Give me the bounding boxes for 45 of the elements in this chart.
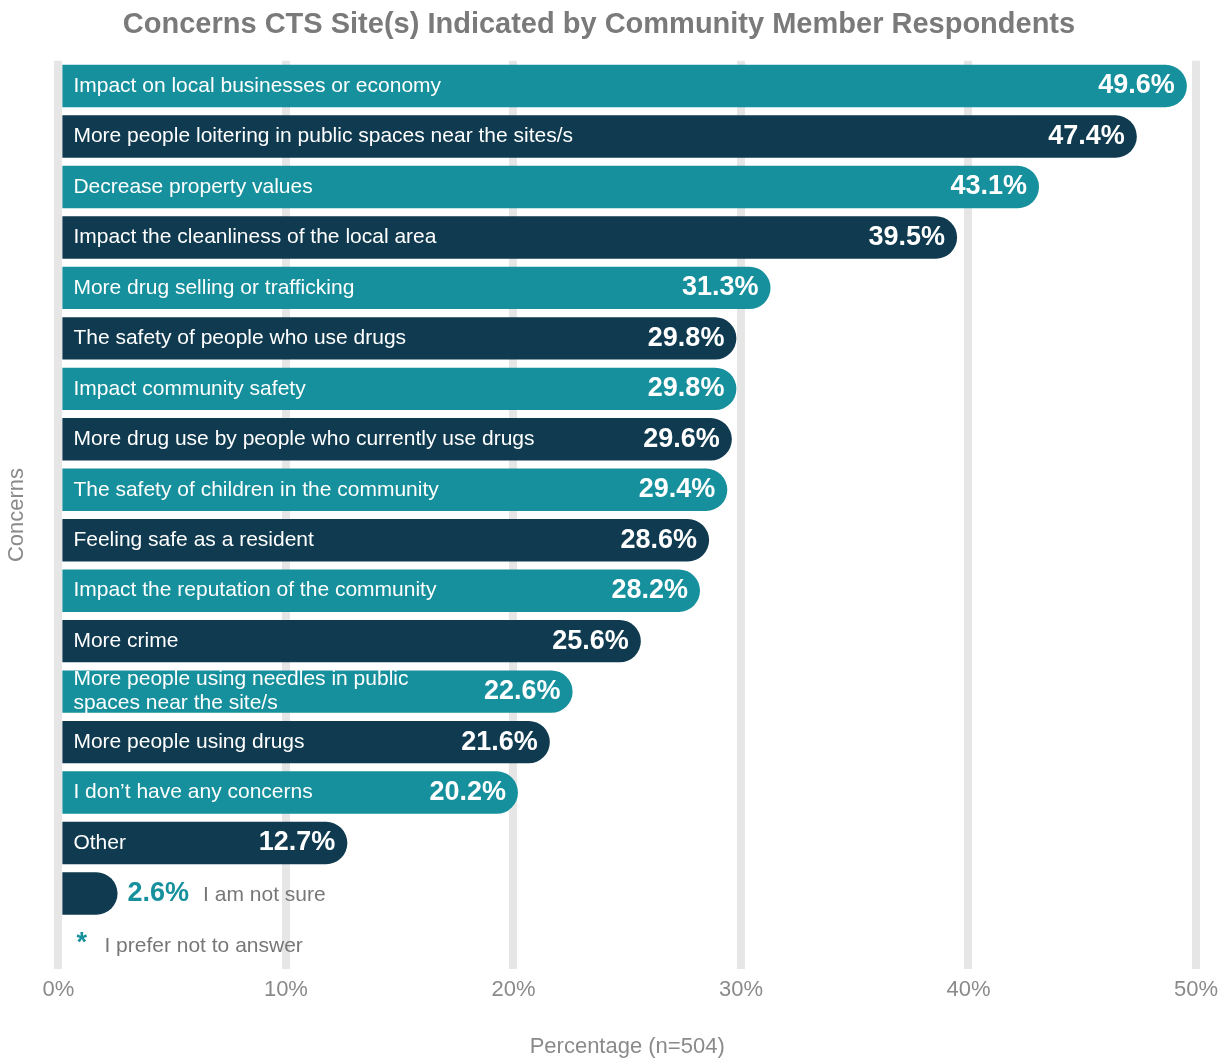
y-tick-label: Impact community safety	[73, 375, 307, 399]
data-label: 25.6%	[552, 624, 629, 655]
x-tick-label: 0%	[42, 976, 75, 1002]
data-label: 2.6%	[127, 876, 190, 907]
y-tick-label: The safety of people who use drugs	[73, 325, 407, 349]
y-tick-label: The safety of children in the community	[73, 476, 440, 500]
data-label: 29.8%	[647, 321, 725, 352]
y-tick-label: More drug selling or trafficking	[73, 274, 355, 298]
data-label: 49.6%	[1098, 69, 1175, 100]
x-tick-label: 50%	[1173, 976, 1219, 1002]
chart-title: Concerns CTS Site(s) Indicated by Community Member Respondents	[122, 7, 1076, 40]
data-label: 43.1%	[950, 170, 1027, 201]
y-tick-label: I prefer not to answer	[104, 932, 303, 956]
x-tick-label: 10%	[263, 976, 308, 1002]
data-label: 21.6%	[461, 725, 538, 756]
y-axis-title: Concerns	[3, 467, 29, 563]
data-label: 28.6%	[620, 523, 698, 554]
y-tick-label: I am not sure	[203, 882, 326, 906]
x-tick-label: 40%	[946, 976, 991, 1002]
y-tick-label: More drug use by people who currently use drugs	[73, 426, 535, 450]
x-tick-label: 20%	[491, 976, 536, 1002]
data-label: 29.6%	[643, 422, 720, 453]
x-axis-title: Percentage (n=504)	[529, 1032, 725, 1058]
data-label: 29.8%	[647, 372, 725, 403]
x-tick-label: 30%	[718, 976, 763, 1002]
y-tick-label: Decrease property values	[73, 173, 313, 197]
y-tick-label: Impact the reputation of the community	[73, 577, 437, 601]
y-tick-label: More crime	[73, 627, 179, 651]
y-tick-label: I don’t have any concerns	[73, 779, 313, 803]
data-label: 29.4%	[638, 473, 716, 504]
data-label: 22.6%	[484, 675, 561, 706]
y-tick-label: Impact on local businesses or economy	[73, 72, 442, 96]
data-label: 47.4%	[1048, 119, 1125, 150]
y-tick-label: More people using needles in public spaces near the site/s	[73, 666, 409, 714]
data-label: 28.2%	[611, 574, 688, 605]
y-tick-label: Impact the cleanliness of the local area	[73, 224, 437, 248]
y-tick-label: More people using drugs	[73, 728, 305, 752]
y-tick-label: Other	[73, 829, 126, 853]
data-label: 12.7%	[258, 826, 336, 857]
text: *	[76, 927, 87, 958]
data-label: 39.5%	[868, 220, 946, 251]
data-label: 31.3%	[681, 271, 759, 302]
y-tick-label: Feeling safe as a resident	[73, 527, 315, 551]
y-tick-label: More people loitering in public spaces near the sites/s	[73, 123, 574, 147]
data-label: 20.2%	[429, 776, 506, 807]
